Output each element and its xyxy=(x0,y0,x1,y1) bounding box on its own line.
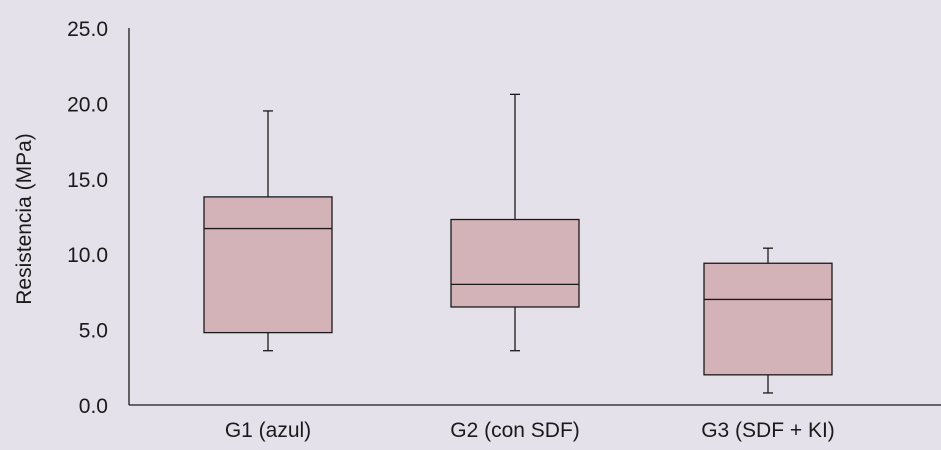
x-tick-label: G3 (SDF + KI) xyxy=(701,419,835,442)
x-tick-labels: G1 (azul) G2 (con SDF) G3 (SDF + KI) xyxy=(225,419,835,442)
x-tick-label: G2 (con SDF) xyxy=(450,419,580,442)
y-tick-label: 10.0 xyxy=(67,244,108,267)
y-axis-label: Resistencia (MPa) xyxy=(13,133,36,305)
box-group xyxy=(450,93,580,352)
y-tick-label: 0.0 xyxy=(79,395,108,418)
y-tick-labels: 0.0 5.0 10.0 15.0 20.0 25.0 xyxy=(67,18,108,418)
y-tick-label: 15.0 xyxy=(67,169,108,192)
y-tick-label: 20.0 xyxy=(67,93,108,116)
boxes-group xyxy=(203,93,833,394)
y-tick-label: 5.0 xyxy=(79,320,108,343)
iqr-box xyxy=(450,218,580,308)
y-tick-label: 25.0 xyxy=(67,18,108,41)
iqr-box xyxy=(703,262,833,376)
iqr-box xyxy=(203,196,333,334)
x-tick-label: G1 (azul) xyxy=(225,419,311,442)
box-group xyxy=(203,110,333,352)
box-group xyxy=(703,247,833,394)
